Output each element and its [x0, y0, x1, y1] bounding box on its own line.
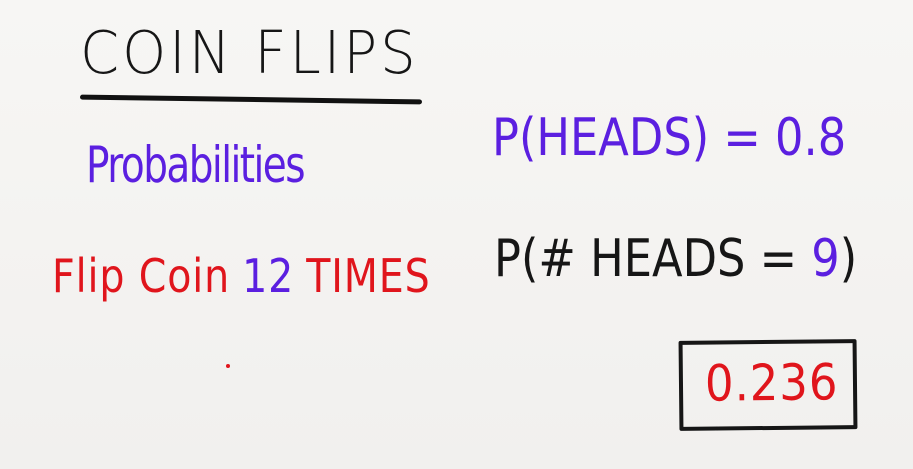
- title: COIN FLIPS: [80, 19, 419, 88]
- answer-box: 0.236: [678, 339, 858, 431]
- flip-count: 12: [242, 249, 295, 303]
- answer-value: 0.236: [704, 353, 839, 413]
- flip-unit: TIMES: [306, 249, 431, 303]
- stray-ink-dot: [226, 364, 230, 368]
- flip-coin-line: Flip Coin 12 TIMES: [52, 253, 431, 299]
- p-heads-value: 0.8: [775, 108, 847, 168]
- flip-word: Flip Coin: [52, 249, 231, 303]
- p-heads-expression: P(HEADS) = 0.8: [492, 112, 846, 164]
- p-num-prefix: P(# HEADS =: [494, 229, 812, 289]
- p-num-value: 9: [811, 229, 840, 289]
- probabilities-heading: Probabilities: [86, 136, 306, 194]
- p-num-suffix: ): [839, 229, 858, 289]
- p-heads-prefix: P(HEADS) =: [492, 108, 776, 168]
- p-num-heads-expression: P(# HEADS = 9): [494, 233, 857, 285]
- title-underline: [79, 94, 423, 105]
